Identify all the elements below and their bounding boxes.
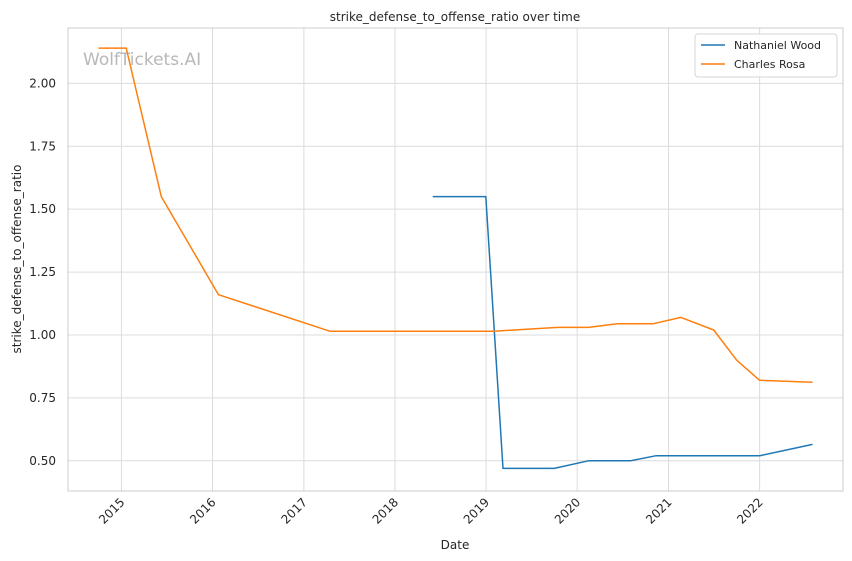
series-line-charles-rosa [98,47,813,384]
y-tick-label: 0.50 [29,454,56,468]
legend-box [694,33,838,78]
x-axis-label: Date [441,538,470,552]
y-tick-labels: 0.50 0.75 1.00 1.25 1.50 1.75 2.00 [29,76,56,467]
watermark: WolfTickets.AI [83,50,201,70]
legend-label-nathaniel-wood: Nathaniel Wood [734,39,821,52]
series-layer [98,47,813,470]
y-tick-label: 1.25 [29,265,56,279]
y-axis-label: strike_defense_to_offense_ratio [10,165,24,354]
y-tick-label: 1.00 [29,328,56,342]
legend-label-charles-rosa: Charles Rosa [734,58,805,71]
chart-title: strike_defense_to_offense_ratio over tim… [330,10,580,24]
series-line-nathaniel-wood [432,195,813,470]
y-tick-label: 0.75 [29,391,56,405]
plot-frame [67,27,844,492]
grid [68,28,843,491]
legend: Nathaniel Wood Charles Rosa [694,33,838,78]
y-tick-label: 1.75 [29,139,56,153]
y-tick-label: 2.00 [29,76,56,90]
watermark-text: WolfTickets.AI [83,50,201,70]
y-tick-label: 1.50 [29,202,56,216]
